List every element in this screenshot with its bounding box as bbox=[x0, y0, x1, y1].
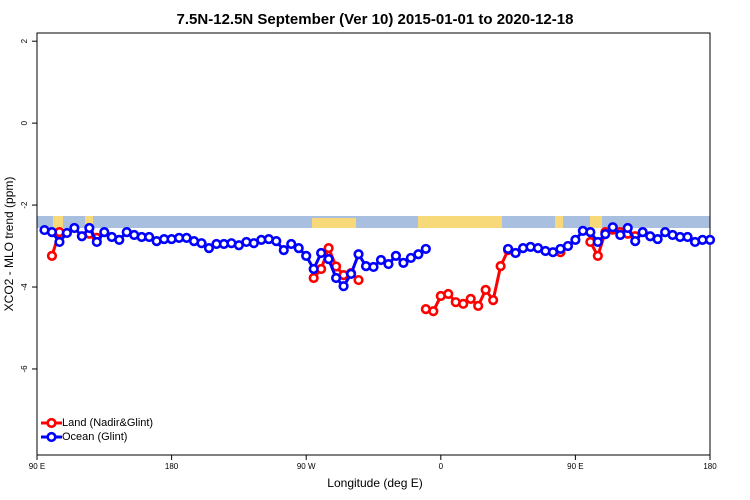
data-point bbox=[443, 288, 454, 300]
land-patch bbox=[590, 216, 602, 228]
data-point bbox=[144, 231, 155, 243]
data-point bbox=[54, 236, 65, 248]
data-point bbox=[368, 261, 379, 273]
chart-title: 7.5N-12.5N September (Ver 10) 2015-01-01… bbox=[177, 11, 574, 28]
data-point bbox=[278, 245, 289, 256]
data-point bbox=[488, 295, 499, 306]
y-tick-label: 2 bbox=[20, 38, 29, 43]
data-point bbox=[600, 229, 611, 240]
data-point bbox=[503, 243, 514, 255]
data-point bbox=[592, 250, 603, 261]
land-patch bbox=[418, 216, 502, 228]
data-point bbox=[615, 229, 626, 241]
data-point bbox=[630, 236, 641, 247]
data-point bbox=[91, 236, 102, 248]
data-point bbox=[562, 240, 574, 252]
data-point bbox=[271, 236, 282, 247]
data-point bbox=[704, 234, 716, 246]
data-point bbox=[637, 227, 648, 238]
y-tick-label: -4 bbox=[20, 283, 29, 291]
data-point bbox=[286, 238, 297, 250]
data-point bbox=[345, 268, 357, 280]
data-point bbox=[61, 227, 73, 239]
plot-frame bbox=[36, 32, 711, 456]
legend-marker bbox=[46, 431, 57, 443]
land-mask bbox=[37, 216, 710, 228]
y-tick-label: -2 bbox=[20, 201, 29, 209]
data-point bbox=[390, 250, 402, 261]
data-point bbox=[308, 272, 319, 284]
data-point bbox=[84, 222, 95, 234]
mask-band bbox=[37, 216, 710, 228]
data-point bbox=[405, 252, 416, 264]
legend-label: Ocean (Glint) bbox=[62, 431, 127, 443]
data-point bbox=[607, 222, 618, 233]
data-point bbox=[301, 250, 312, 261]
data-point bbox=[585, 227, 596, 238]
data-point bbox=[316, 247, 327, 259]
data-point bbox=[353, 249, 364, 260]
land-patch bbox=[85, 216, 93, 228]
data-point bbox=[69, 222, 80, 234]
data-point bbox=[622, 222, 633, 234]
data-point bbox=[682, 231, 693, 243]
data-point bbox=[428, 306, 439, 317]
data-point bbox=[473, 300, 484, 311]
data-point bbox=[76, 231, 87, 242]
data-point bbox=[46, 227, 58, 238]
data-point bbox=[570, 234, 581, 246]
land-patch bbox=[555, 216, 563, 228]
y-axis-label: XCO2 - MLO trend (ppm) bbox=[2, 177, 16, 312]
data-point bbox=[465, 293, 476, 305]
data-point bbox=[510, 247, 521, 259]
data-point bbox=[383, 258, 394, 270]
x-tick-label: 180 bbox=[165, 462, 179, 471]
data-point bbox=[293, 242, 304, 254]
data-point bbox=[331, 272, 342, 284]
land-patch bbox=[312, 218, 356, 228]
data-point bbox=[413, 249, 424, 260]
data-point bbox=[458, 298, 469, 309]
y-tick-label: 0 bbox=[20, 120, 29, 125]
data-point bbox=[203, 242, 215, 254]
data-point bbox=[592, 236, 603, 248]
data-point bbox=[375, 254, 387, 266]
data-point bbox=[353, 274, 364, 286]
data-point bbox=[114, 234, 125, 246]
legend-label: Land (Nadir&Glint) bbox=[62, 417, 153, 429]
data-point bbox=[323, 242, 334, 254]
data-point bbox=[46, 250, 58, 261]
data-point bbox=[308, 263, 319, 275]
x-tick-label: 90 E bbox=[567, 462, 583, 471]
data-point bbox=[480, 284, 491, 295]
data-point bbox=[338, 281, 349, 292]
data-point bbox=[398, 257, 409, 268]
x-axis-label: Longitude (deg E) bbox=[327, 476, 422, 490]
land-patch bbox=[53, 216, 63, 228]
series-line bbox=[44, 225, 427, 289]
data-point bbox=[495, 261, 506, 272]
x-tick-label: 180 bbox=[703, 462, 717, 471]
y-tick-label: -6 bbox=[20, 365, 29, 373]
data-point bbox=[196, 238, 207, 249]
data-point bbox=[652, 233, 663, 245]
data-point bbox=[323, 254, 334, 265]
x-tick-label: 90 W bbox=[297, 462, 316, 471]
legend-marker bbox=[46, 417, 57, 429]
data-point bbox=[420, 243, 431, 255]
x-tick-label: 90 E bbox=[29, 462, 45, 471]
data-point bbox=[99, 227, 110, 238]
x-tick-label: 0 bbox=[439, 462, 444, 471]
